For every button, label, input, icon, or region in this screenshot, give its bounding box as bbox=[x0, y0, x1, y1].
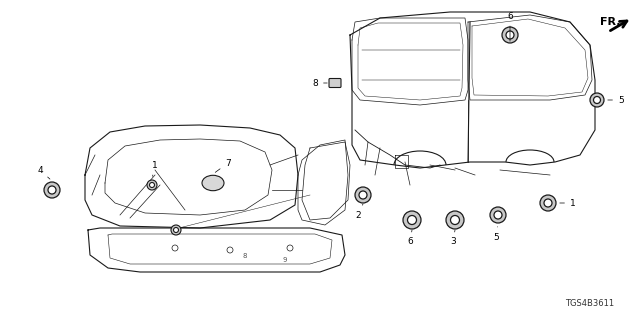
Text: 3: 3 bbox=[450, 230, 456, 246]
Circle shape bbox=[359, 191, 367, 199]
Text: 2: 2 bbox=[355, 204, 363, 220]
Circle shape bbox=[171, 225, 181, 235]
Text: 1: 1 bbox=[152, 161, 158, 176]
Circle shape bbox=[408, 215, 417, 225]
Circle shape bbox=[593, 97, 600, 103]
Text: 8: 8 bbox=[312, 78, 327, 87]
Text: 5: 5 bbox=[493, 227, 499, 242]
Text: 4: 4 bbox=[37, 165, 50, 179]
Circle shape bbox=[590, 93, 604, 107]
Circle shape bbox=[150, 182, 154, 188]
Circle shape bbox=[147, 180, 157, 190]
Text: FR.: FR. bbox=[600, 17, 621, 27]
Circle shape bbox=[540, 195, 556, 211]
Text: 9: 9 bbox=[283, 257, 287, 263]
Text: 5: 5 bbox=[608, 95, 624, 105]
Circle shape bbox=[48, 186, 56, 194]
Circle shape bbox=[173, 228, 179, 233]
Circle shape bbox=[544, 199, 552, 207]
Text: 6: 6 bbox=[407, 230, 413, 246]
Text: 7: 7 bbox=[215, 158, 231, 172]
FancyBboxPatch shape bbox=[329, 78, 341, 87]
Circle shape bbox=[490, 207, 506, 223]
Circle shape bbox=[446, 211, 464, 229]
Circle shape bbox=[502, 27, 518, 43]
Ellipse shape bbox=[202, 175, 224, 191]
Circle shape bbox=[403, 211, 421, 229]
Text: 1: 1 bbox=[560, 198, 576, 207]
Circle shape bbox=[355, 187, 371, 203]
Circle shape bbox=[451, 215, 460, 225]
Text: 8: 8 bbox=[243, 253, 247, 259]
Text: TGS4B3611: TGS4B3611 bbox=[565, 299, 614, 308]
Text: 6: 6 bbox=[507, 12, 513, 41]
Circle shape bbox=[506, 31, 514, 39]
Circle shape bbox=[44, 182, 60, 198]
Circle shape bbox=[494, 211, 502, 219]
